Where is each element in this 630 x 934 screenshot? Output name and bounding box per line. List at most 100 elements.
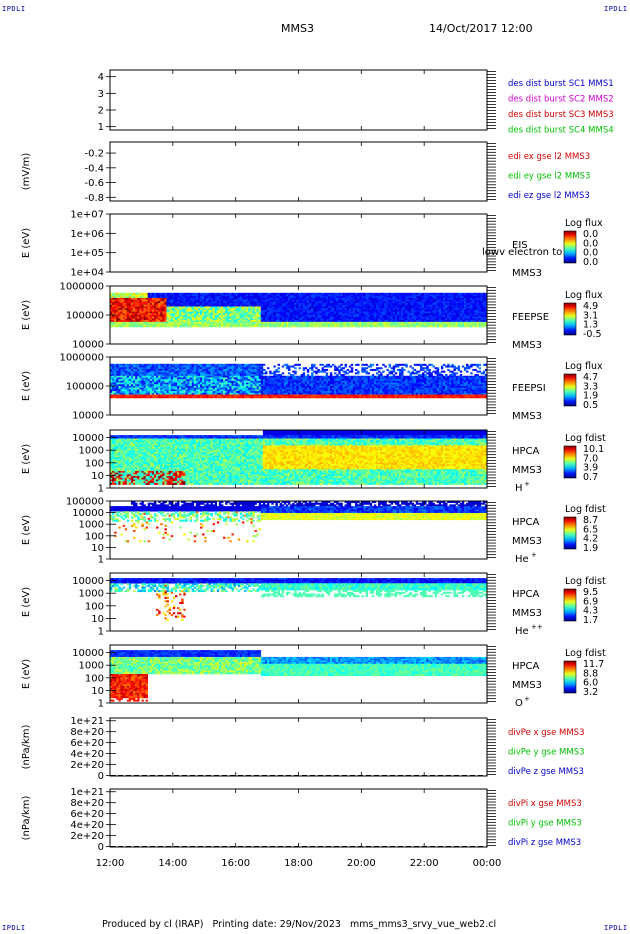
spectrogram-cell — [281, 294, 285, 297]
spectrogram-cell — [130, 394, 134, 397]
spectrogram-cell — [461, 301, 465, 304]
spectrogram-cell — [133, 387, 136, 390]
spectrogram-cell — [463, 306, 467, 309]
spectrogram-cell — [342, 313, 345, 316]
spectrogram-cell — [191, 365, 195, 368]
spectrogram-cell — [210, 299, 213, 302]
spectrogram-cell — [428, 323, 431, 326]
spectrogram-cell — [476, 304, 479, 307]
spectrogram-cell — [380, 325, 383, 328]
spectrogram-cell — [317, 318, 320, 321]
spectrogram-cell — [177, 374, 180, 377]
spectrogram-cell — [187, 301, 190, 304]
spectrogram-cell — [195, 296, 199, 299]
spectrogram-cell — [116, 308, 119, 311]
spectrogram-cell — [254, 292, 257, 295]
legend-entry: edi ez gse l2 MMS3 — [508, 191, 590, 201]
spectrogram-cell — [233, 311, 236, 314]
spectrogram-cell — [172, 313, 176, 316]
spectrogram-cell — [208, 374, 211, 377]
spectrogram-cell — [168, 303, 172, 306]
spectrogram-cell — [256, 315, 259, 318]
spectrogram-cell — [162, 375, 165, 378]
spectrogram-cell — [185, 315, 188, 318]
spectrogram-cell — [191, 297, 195, 300]
spectrogram-cell — [258, 292, 262, 295]
spectrogram-cell — [177, 294, 180, 297]
spectrogram-cell — [110, 318, 113, 321]
spectrogram-cell — [290, 320, 293, 323]
spectrogram-cell — [482, 306, 486, 309]
spectrogram-cell — [384, 320, 387, 323]
spectrogram-cell — [432, 323, 435, 326]
spectrogram-cell — [352, 294, 356, 297]
spectrogram-cell — [336, 292, 339, 295]
spectrogram-cell — [174, 374, 178, 377]
spectrogram-cell — [321, 308, 324, 311]
spectrogram-cell — [231, 382, 234, 385]
spectrogram-cell — [281, 304, 285, 307]
spectrogram-cell — [153, 392, 157, 395]
spectrogram-cell — [271, 313, 274, 316]
spectrogram-cell — [319, 313, 322, 316]
spectrogram-cell — [334, 299, 337, 302]
spectrogram-cell — [302, 320, 306, 323]
spectrogram-cell — [174, 386, 178, 389]
spectrogram-cell — [197, 370, 201, 373]
spectrogram-cell — [221, 384, 224, 387]
spectrogram-cell — [200, 363, 203, 366]
spectrogram-cell — [122, 301, 125, 304]
spectrogram-cell — [145, 316, 148, 319]
spectrogram-cell — [223, 382, 226, 385]
spectrogram-cell — [474, 323, 477, 326]
spectrogram-cell — [116, 299, 119, 302]
spectrogram-cell — [419, 318, 423, 321]
panel-frame — [109, 213, 488, 273]
spectrogram-cell — [363, 297, 366, 300]
spectrogram-cell — [237, 315, 241, 318]
spectrogram-cell — [306, 313, 310, 316]
spectrogram-cell — [145, 323, 148, 326]
spectrogram-cell — [231, 363, 234, 366]
spectrogram-cell — [202, 396, 205, 399]
spectrogram-cell — [185, 311, 188, 314]
spectrogram-cell — [438, 297, 442, 300]
spectrogram-cell — [424, 304, 427, 307]
spectrogram-cell — [428, 308, 431, 311]
spectrogram-cell — [267, 294, 270, 297]
spectrogram-cell — [363, 308, 366, 311]
spectrogram-cell — [162, 315, 165, 318]
spectrogram-cell — [375, 325, 379, 328]
spectrogram-cell — [126, 318, 130, 321]
spectrogram-cell — [195, 372, 199, 375]
spectrogram-cell — [162, 374, 165, 377]
spectrogram-cell — [187, 382, 190, 385]
spectrogram-cell — [168, 311, 172, 314]
spectrogram-cell — [457, 292, 461, 295]
spectrogram-cell — [210, 323, 213, 326]
spectrogram-cell — [434, 313, 438, 316]
spectrogram-cell — [338, 294, 341, 297]
spectrogram-cell — [112, 292, 115, 295]
spectrogram-cell — [135, 294, 138, 297]
spectrogram-cell — [149, 306, 153, 309]
spectrogram-cell — [438, 304, 442, 307]
spectrogram-cell — [181, 380, 184, 383]
spectrogram-cell — [399, 318, 402, 321]
spectrogram-cell — [392, 309, 396, 312]
spectrogram-cell — [170, 315, 174, 318]
spectrogram-cell — [369, 313, 373, 316]
spectrogram-cell — [355, 318, 358, 321]
spectrogram-cell — [246, 318, 249, 321]
spectrogram-cell — [218, 387, 222, 390]
spectrogram-cell — [315, 299, 318, 302]
spectrogram-cell — [237, 311, 241, 314]
spectrogram-cell — [122, 315, 125, 318]
spectrogram-cell — [365, 313, 368, 316]
spectrogram-cell — [225, 382, 228, 385]
spectrogram-cell — [160, 294, 163, 297]
spectrogram-cell — [227, 391, 230, 394]
spectrogram-cell — [269, 311, 272, 314]
spectrogram-cell — [260, 294, 264, 297]
spectrogram-cell — [120, 367, 123, 370]
